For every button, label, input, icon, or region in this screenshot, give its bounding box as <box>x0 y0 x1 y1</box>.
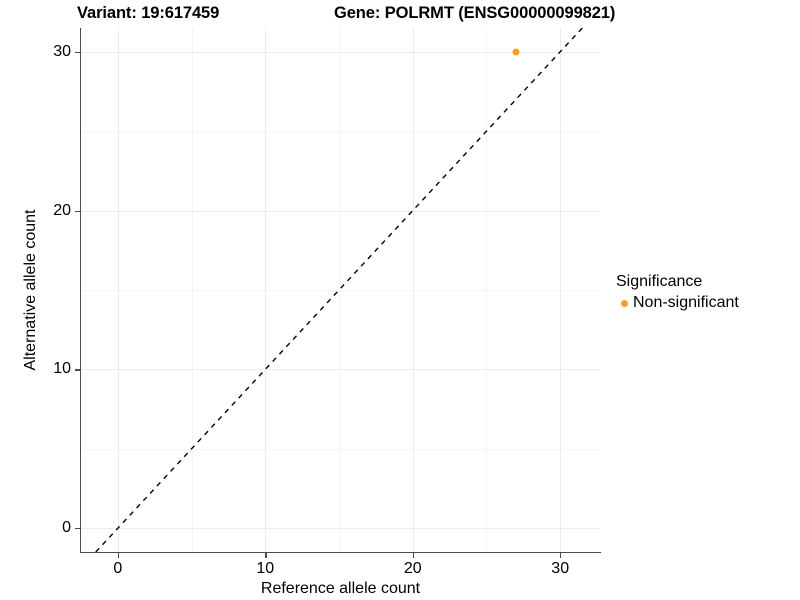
legend-items: Non-significant <box>616 293 796 313</box>
gridline-x-major <box>265 28 267 552</box>
chart-title: Variant: 19:617459 Gene: POLRMT (ENSG000… <box>0 4 800 26</box>
x-axis-tick-label: 20 <box>403 560 422 577</box>
identity-line <box>95 28 583 552</box>
y-axis-tick <box>75 369 80 371</box>
gridline-y-major <box>81 51 600 53</box>
x-axis-tick <box>265 553 267 558</box>
y-axis-tick-label: 20 <box>53 201 71 219</box>
gridline-x-major <box>117 28 119 552</box>
x-axis-tick <box>412 553 415 558</box>
x-axis-tick <box>560 553 562 558</box>
x-axis-line <box>80 552 601 554</box>
legend-dot-icon <box>621 299 628 307</box>
data-point[interactable] <box>512 48 520 56</box>
y-axis-tick-label: 10 <box>53 360 71 378</box>
legend-item[interactable]: Non-significant <box>616 293 796 313</box>
gridline-y-major <box>81 528 600 530</box>
identity-reference-line <box>95 28 583 552</box>
y-axis-line <box>80 28 82 553</box>
x-axis-tick-label: 10 <box>256 560 275 577</box>
y-axis-tick <box>75 210 80 212</box>
gridline-x-major <box>412 28 414 552</box>
y-axis-tick <box>75 528 80 530</box>
title-variant-text: Variant: 19:617459 <box>77 4 220 22</box>
x-axis-tick <box>117 553 120 558</box>
legend-item-label: Non-significant <box>633 294 739 311</box>
y-axis-tick-label: 30 <box>53 42 71 60</box>
y-axis-tick-label: 0 <box>62 519 71 537</box>
y-axis-tick <box>75 51 80 54</box>
x-axis-tick-label: 0 <box>113 560 123 577</box>
legend: Significance Non-significant <box>616 272 796 313</box>
gridline-y-major <box>81 369 600 371</box>
legend-title: Significance <box>616 273 703 290</box>
title-gene-text: Gene: POLRMT (ENSG00000099821) <box>334 4 616 22</box>
gridline-y-minor <box>81 448 600 450</box>
plot-panel <box>81 28 600 552</box>
x-axis-tick-label: 30 <box>551 560 570 577</box>
gridline-y-major <box>81 210 600 212</box>
x-axis-title: Reference allele count <box>260 580 421 597</box>
legend-marker-icon <box>616 299 633 307</box>
gridline-x-major <box>560 28 562 552</box>
y-axis-title: Alternative allele count <box>22 209 39 371</box>
gridline-y-minor <box>81 131 600 133</box>
gridline-y-minor <box>81 290 600 291</box>
